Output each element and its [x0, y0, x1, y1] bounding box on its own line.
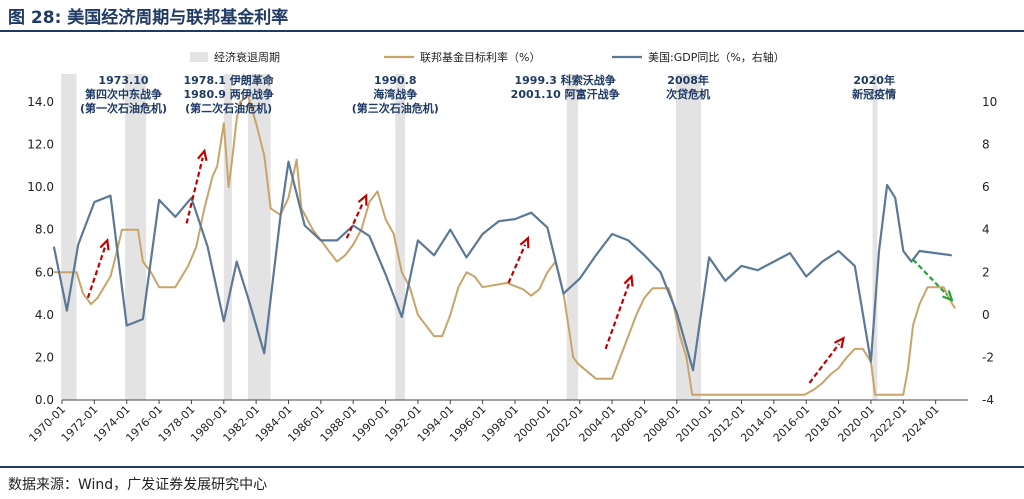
trend-arrow-red-head	[197, 148, 208, 161]
legend: 经济衰退周期 联邦基金目标利率（%） 美国:GDP同比（%，右轴）	[190, 50, 785, 64]
trend-arrow-green-head	[942, 290, 954, 302]
left-tick-label: 8.0	[35, 223, 54, 237]
annotation-6-line: 新冠疫情	[852, 87, 896, 101]
trend-arrow-red-shaft	[604, 282, 631, 350]
title-bar: 图 28: 美国经济周期与联邦基金利率	[0, 0, 1024, 30]
annotation-4-line: 1999.3 科索沃战争	[515, 73, 616, 87]
gdp-yoy-line	[52, 160, 952, 372]
recession-band-4	[248, 74, 271, 400]
annotation-3-line: (第三次石油危机)	[352, 101, 439, 115]
bottom-rule	[0, 466, 1024, 468]
trend-arrow-red-shaft	[86, 246, 107, 299]
right-tick-label: 10	[982, 95, 997, 109]
trend-arrow-red-head	[357, 193, 368, 206]
right-tick-label: -2	[982, 350, 994, 364]
annotation-5-line: 次贷危机	[666, 87, 710, 101]
left-tick-label: 0.0	[35, 393, 54, 407]
top-rule	[0, 30, 1024, 32]
trend-arrow-red-shaft	[808, 343, 841, 384]
recession-band-8	[872, 74, 878, 400]
right-tick-label: 2	[982, 265, 990, 279]
recession-band-3	[223, 74, 232, 400]
left-tick-label: 14.0	[27, 95, 54, 109]
left-tick-label: 12.0	[27, 138, 54, 152]
legend-label-fed-funds: 联邦基金目标利率（%）	[420, 50, 540, 64]
annotation-5-line: 2008年	[667, 73, 709, 87]
legend-label-recession: 经济衰退周期	[214, 50, 280, 64]
annotation-3-line: 1990.8	[374, 74, 416, 87]
trend-arrow-red-shaft	[507, 244, 527, 284]
axes: 0.02.04.06.08.010.012.014.0-4-2024681019…	[26, 95, 997, 445]
right-tick-label: 8	[982, 138, 990, 152]
recession-band-6	[566, 74, 579, 400]
right-tick-label: -4	[982, 393, 994, 407]
annotation-3-line: 海湾战争	[373, 87, 417, 101]
annotation-6-line: 2020年	[853, 73, 895, 87]
trend-arrow-red-head	[99, 237, 110, 251]
right-tick-label: 0	[982, 308, 990, 322]
recession-band-2	[125, 74, 147, 400]
legend-swatch-recession	[190, 52, 208, 62]
trend-arrow-red-shaft	[185, 157, 204, 224]
recession-band-5	[395, 74, 405, 400]
trend-arrows	[86, 148, 954, 384]
annotation-2-line: (第二次石油危机)	[185, 101, 272, 115]
annotation-2-line: 1978.1 伊朗革命	[183, 73, 274, 87]
trend-arrow-red-head	[623, 274, 634, 287]
trend-arrow-green-shaft	[912, 258, 948, 296]
left-tick-label: 6.0	[35, 265, 54, 279]
annotation-2-line: 1980.9 两伊战争	[183, 87, 273, 101]
annotation-1-line: 1973.10	[98, 74, 148, 87]
recession-band-1	[61, 74, 77, 400]
series-lines	[52, 94, 956, 396]
recession-bands	[61, 74, 878, 400]
legend-label-gdp: 美国:GDP同比（%，右轴）	[648, 50, 785, 64]
source-note: 数据来源：Wind，广发证券发展研究中心	[8, 477, 268, 493]
page-title: 图 28: 美国经济周期与联邦基金利率	[8, 8, 289, 28]
right-tick-label: 6	[982, 180, 990, 194]
left-tick-label: 2.0	[35, 350, 54, 364]
annotation-4-line: 2001.10 阿富汗战争	[511, 87, 620, 101]
left-tick-label: 10.0	[27, 180, 54, 194]
trend-arrow-red-head	[834, 336, 845, 349]
right-tick-label: 4	[982, 223, 990, 237]
trend-arrow-red-head	[519, 235, 530, 249]
annotation-1-line: (第一次石油危机)	[80, 101, 167, 115]
left-tick-label: 4.0	[35, 308, 54, 322]
annotation-1-line: 第四次中东战争	[85, 87, 162, 101]
fed-funds-line	[53, 94, 956, 396]
trend-arrow-red-shaft	[345, 201, 365, 239]
